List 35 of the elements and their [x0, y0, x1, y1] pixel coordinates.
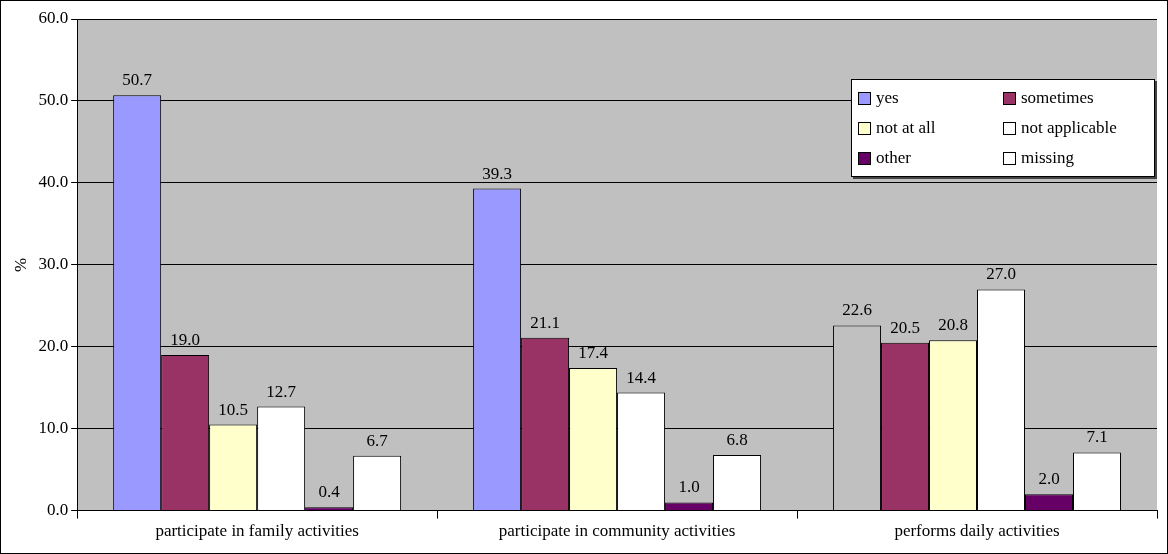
- y-tick-label: 30.0: [38, 254, 69, 274]
- data-label: 20.8: [938, 315, 968, 335]
- y-tick-label: 40.0: [38, 172, 69, 192]
- x-tick-label: participate in family activities: [155, 521, 359, 541]
- data-label: 10.5: [218, 399, 248, 419]
- data-label: 22.6: [842, 300, 872, 320]
- data-label: 19.0: [170, 329, 201, 349]
- legend-label: missing: [1020, 148, 1075, 168]
- y-tick-label: 50.0: [38, 90, 69, 110]
- y-axis-title: %: [10, 257, 30, 272]
- legend-label: not applicable: [1020, 118, 1118, 138]
- legend-label: sometimes: [1020, 88, 1095, 108]
- y-tick-label: 0.0: [46, 500, 69, 520]
- data-label: 12.7: [266, 381, 297, 401]
- x-tick-label: performs daily activities: [894, 521, 1060, 541]
- data-label: 21.1: [530, 312, 560, 332]
- data-label: 17.4: [578, 343, 609, 362]
- data-label: 27.0: [986, 264, 1016, 284]
- y-tick-label: 60.0: [38, 8, 69, 28]
- data-label: 6.8: [726, 429, 748, 449]
- legend-label: yes: [875, 88, 900, 108]
- y-tick-label: 20.0: [38, 336, 69, 356]
- data-label: 14.4: [626, 367, 657, 387]
- data-label: 20.5: [890, 317, 920, 337]
- legend-label: not at all: [875, 118, 937, 138]
- data-label: 39.3: [482, 163, 512, 183]
- data-label: 1.0: [678, 477, 700, 497]
- y-tick-label: 10.0: [38, 418, 69, 438]
- data-label: 50.7: [122, 70, 153, 90]
- x-tick-label: participate in community activities: [498, 521, 736, 541]
- data-label: 6.7: [366, 430, 389, 450]
- data-label: 2.0: [1038, 469, 1060, 489]
- legend-label: other: [875, 148, 912, 168]
- data-label: 7.1: [1086, 427, 1108, 447]
- data-label: 0.4: [318, 482, 341, 502]
